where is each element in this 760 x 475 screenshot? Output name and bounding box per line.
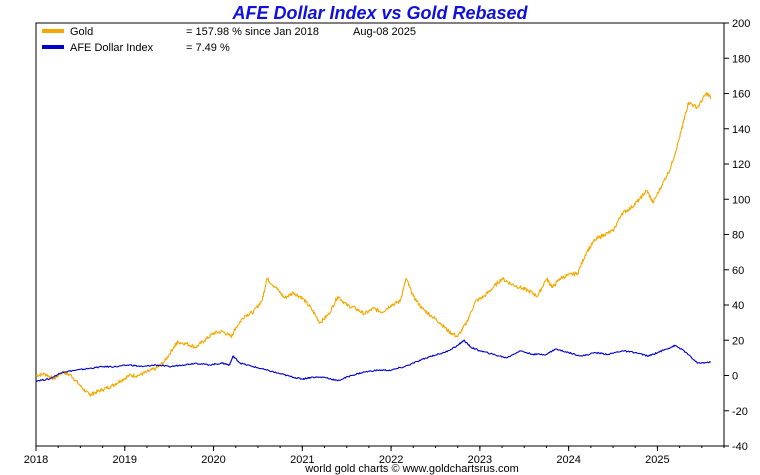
series-line-gold (35, 92, 712, 397)
legend-label: Gold (70, 26, 93, 38)
x-tick-label: 2019 (113, 454, 137, 466)
legend-value: = 7.49 % (186, 42, 230, 54)
x-tick-label: 2018 (24, 454, 48, 466)
y-tick-label: 0 (732, 371, 738, 383)
series-line-afe-dollar-index (35, 339, 711, 382)
x-axis: 2018 2019 2020 2021 2022 2023 2024 2025 (24, 446, 725, 466)
y-tick-label: -20 (732, 406, 748, 418)
x-tick-label: 2020 (201, 454, 225, 466)
legend: Gold = 157.98 % since Jan 2018 AFE Dollar … (42, 26, 319, 54)
x-tick-label: 2023 (468, 454, 492, 466)
y-tick-label: 40 (732, 300, 744, 312)
x-tick-label: 2022 (379, 454, 403, 466)
y-tick-label: 120 (732, 159, 750, 171)
legend-label: AFE Dollar Index (70, 42, 154, 54)
legend-swatch (42, 45, 64, 49)
y-tick-label: 80 (732, 230, 744, 242)
chart-title: AFE Dollar Index vs Gold Rebased (231, 3, 528, 23)
y-tick-label: 100 (732, 194, 750, 206)
y-tick-label: 160 (732, 89, 750, 101)
y-tick-label: 200 (732, 18, 750, 30)
series-layer (35, 92, 712, 397)
y-tick-label: -40 (732, 441, 748, 453)
y-tick-label: 180 (732, 53, 750, 65)
legend-swatch (42, 29, 64, 33)
x-tick-label: 2024 (556, 454, 580, 466)
y-tick-label: 140 (732, 124, 750, 136)
y-tick-label: 20 (732, 335, 744, 347)
y-tick-label: 60 (732, 265, 744, 277)
x-tick-label: 2025 (645, 454, 669, 466)
footer-credit: world gold charts © www.goldchartsrus.co… (304, 463, 519, 475)
legend-value: = 157.98 % since Jan 2018 (186, 26, 319, 38)
date-label: Aug-08 2025 (353, 26, 416, 38)
x-tick-label: 2021 (290, 454, 314, 466)
